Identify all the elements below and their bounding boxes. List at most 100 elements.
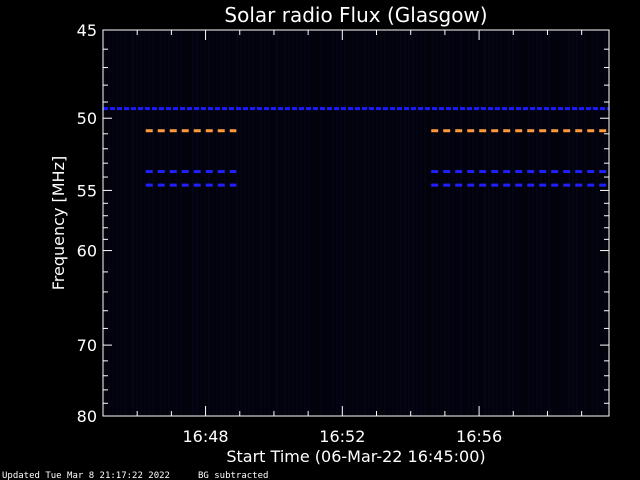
noise-stripe [276, 31, 278, 415]
noise-stripe [324, 31, 326, 415]
emission-bands [103, 107, 609, 187]
blue-band-segment [599, 183, 607, 187]
noise-stripe [264, 31, 266, 415]
noise-stripe [112, 31, 114, 415]
blue-band-segment [271, 107, 276, 111]
blue-band-segment [390, 107, 395, 111]
blue-band-segment [103, 107, 108, 111]
y-tick-label: 70 [77, 336, 97, 355]
noise-stripe [448, 31, 450, 415]
noise-stripe [280, 31, 282, 415]
noise-stripe [352, 31, 354, 415]
blue-band-segment [243, 107, 248, 111]
blue-band-segment [194, 107, 199, 111]
blue-band-segment [443, 129, 451, 133]
noise-stripe [532, 31, 534, 415]
blue-band-segment [523, 107, 528, 111]
blue-band-segment [443, 183, 451, 187]
noise-stripe [156, 31, 158, 415]
noise-stripe [512, 31, 514, 415]
noise-stripe [104, 31, 106, 415]
blue-band-segment [193, 170, 201, 174]
background-noise-stripes [104, 31, 610, 415]
noise-stripe [536, 31, 538, 415]
blue-band-segment [503, 183, 511, 187]
noise-stripe [120, 31, 122, 415]
blue-band-segment [250, 107, 255, 111]
blue-band-segment [217, 129, 225, 133]
blue-band-segment [229, 170, 237, 174]
noise-stripe [572, 31, 574, 415]
y-tick-label: 60 [77, 242, 97, 261]
blue-band-segment [539, 183, 547, 187]
noise-stripe [564, 31, 566, 415]
blue-band-segment [418, 107, 423, 111]
x-axis-label: Start Time (06-Mar-22 16:45:00) [226, 447, 485, 466]
noise-stripe [588, 31, 590, 415]
blue-band-segment [509, 107, 514, 111]
noise-stripe [604, 31, 606, 415]
noise-stripe [592, 31, 594, 415]
noise-stripe [548, 31, 550, 415]
blue-band-segment [145, 183, 153, 187]
blue-band-segment [491, 183, 499, 187]
noise-stripe [144, 31, 146, 415]
noise-stripe [552, 31, 554, 415]
blue-band-segment [586, 107, 591, 111]
noise-stripe [288, 31, 290, 415]
blue-band-segment [334, 107, 339, 111]
noise-stripe [304, 31, 306, 415]
blue-band-segment [229, 107, 234, 111]
noise-stripe [452, 31, 454, 415]
axis-tick-labels: 45 50 55 60 70 80 16:48 16:52 16:56 [77, 21, 502, 446]
blue-band-segment [169, 170, 177, 174]
blue-band-segment [537, 107, 542, 111]
blue-band-segment [369, 107, 374, 111]
blue-band-segment [575, 183, 583, 187]
noise-stripe [308, 31, 310, 415]
noise-stripe [340, 31, 342, 415]
blue-band-segment [145, 129, 153, 133]
noise-stripe [168, 31, 170, 415]
blue-band-segment [169, 129, 177, 133]
plot-frame [102, 29, 610, 417]
blue-band-segment [551, 129, 559, 133]
noise-stripe [520, 31, 522, 415]
noise-stripe [348, 31, 350, 415]
noise-stripe [524, 31, 526, 415]
noise-stripe [312, 31, 314, 415]
blue-band-segment [257, 107, 262, 111]
noise-stripe [124, 31, 126, 415]
blue-band-segment [181, 170, 189, 174]
blue-band-segment [138, 107, 143, 111]
noise-stripe [372, 31, 374, 415]
blue-band-segment [229, 129, 237, 133]
noise-stripe [400, 31, 402, 415]
noise-stripe [600, 31, 602, 415]
noise-stripe [472, 31, 474, 415]
y-tick-label: 45 [77, 21, 97, 40]
noise-stripe [376, 31, 378, 415]
noise-stripe [188, 31, 190, 415]
blue-band-segment [474, 107, 479, 111]
noise-stripe [172, 31, 174, 415]
blue-band-segment [145, 107, 150, 111]
blue-band-segment [503, 129, 511, 133]
noise-stripe [196, 31, 198, 415]
noise-stripe [476, 31, 478, 415]
noise-stripe [500, 31, 502, 415]
blue-band-segment [145, 170, 153, 174]
blue-band-segment [481, 107, 486, 111]
noise-stripe [132, 31, 134, 415]
blue-band-segment [527, 183, 535, 187]
noise-stripe [332, 31, 334, 415]
noise-stripe [444, 31, 446, 415]
blue-band-segment [467, 170, 475, 174]
noise-stripe [184, 31, 186, 415]
noise-stripe [200, 31, 202, 415]
x-tick-label: 16:56 [456, 427, 502, 446]
noise-stripe [568, 31, 570, 415]
blue-band-segment [152, 107, 157, 111]
y-tick-label: 80 [77, 407, 97, 426]
